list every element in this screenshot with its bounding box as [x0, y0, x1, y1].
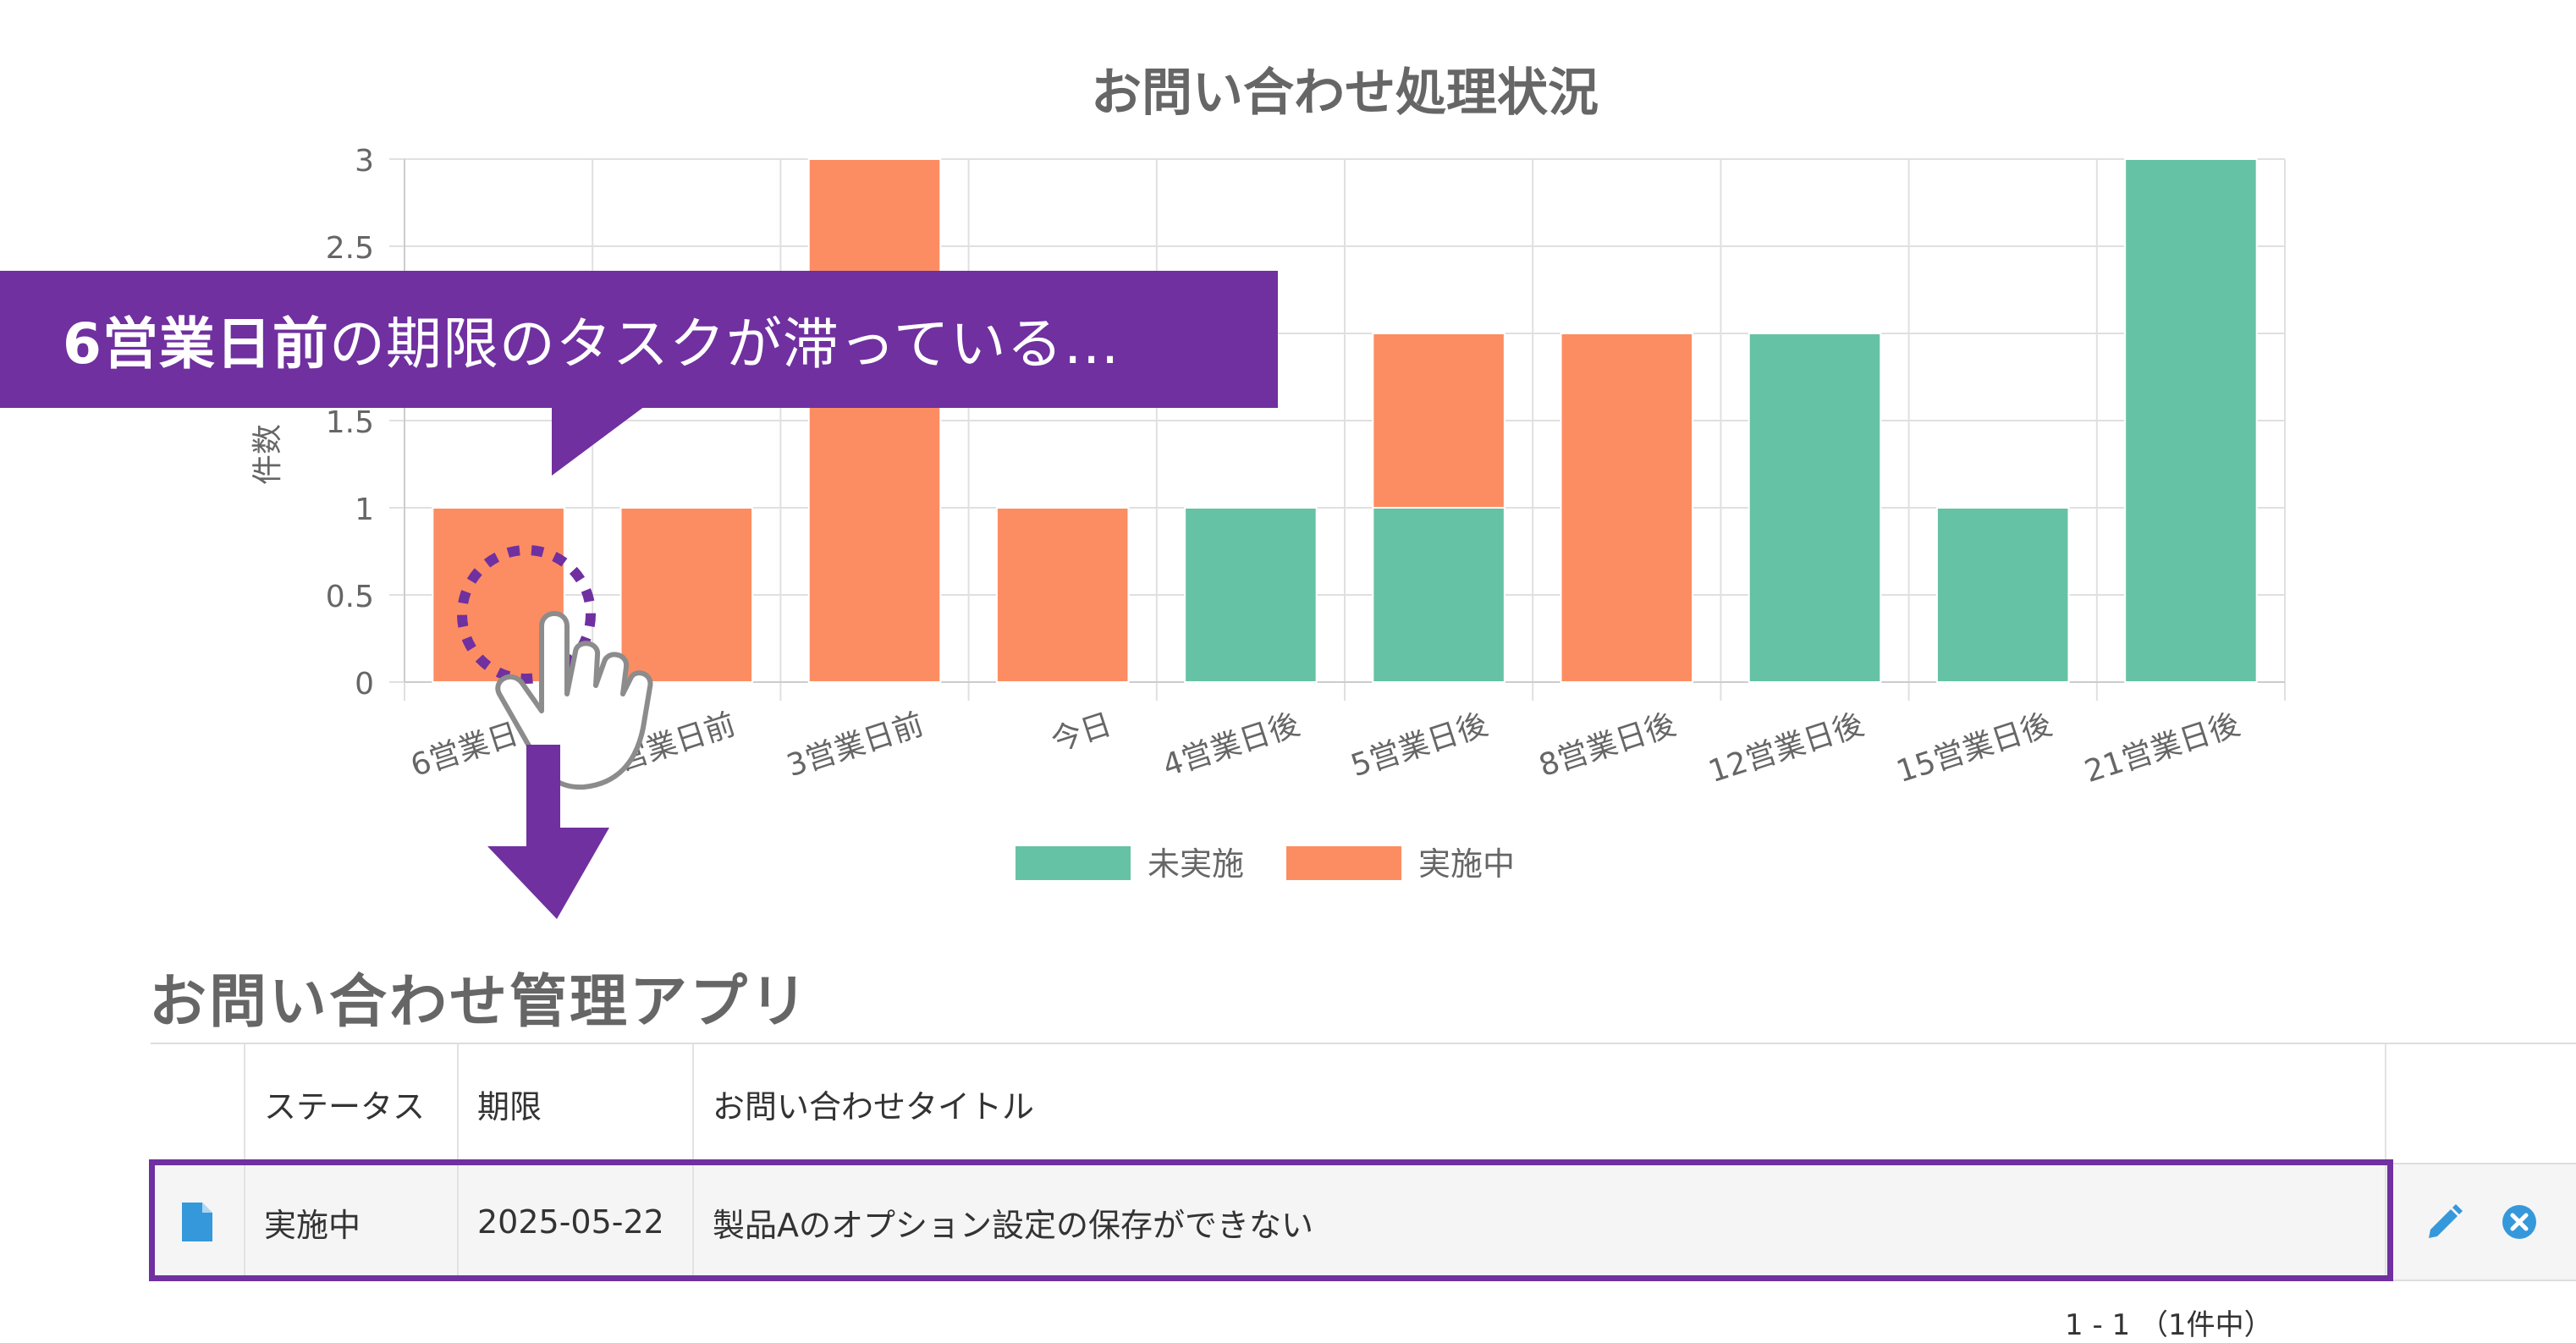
callout-highlight: 6営業日前: [63, 311, 329, 377]
x-tick-label: 21営業日後: [2080, 707, 2243, 790]
y-tick-label: 0.5: [326, 580, 374, 614]
header-icon-col: [151, 1044, 245, 1163]
x-tick-label: 4営業日前: [595, 707, 740, 784]
legend-swatch: [1286, 846, 1401, 880]
bar: [995, 507, 1130, 683]
y-tick-label: 1.5: [326, 405, 374, 440]
row-deadline: 2025-05-22: [459, 1164, 694, 1280]
x-tick-label: 6営業日前: [406, 707, 551, 784]
document-icon[interactable]: [182, 1203, 212, 1241]
row-status: 実施中: [245, 1164, 459, 1280]
bar: [1935, 507, 2070, 683]
header-status[interactable]: ステータス: [245, 1044, 459, 1163]
bar: [2124, 158, 2258, 683]
legend-label: 未実施: [1148, 845, 1244, 883]
pagination-info: 1 - 1 （1件中）: [2065, 1308, 2273, 1342]
row-actions: [2386, 1164, 2576, 1280]
y-axis-label: 件数: [250, 424, 285, 485]
legend-swatch: [1016, 846, 1131, 880]
bar: [619, 507, 754, 683]
header-deadline[interactable]: 期限: [459, 1044, 694, 1163]
y-tick-label: 2.5: [326, 231, 374, 266]
callout-banner: 6営業日前 の期限のタスクが滞っている…: [0, 271, 1278, 408]
bar: [1560, 333, 1694, 683]
x-tick-label: 8営業日後: [1535, 707, 1680, 784]
callout-text: の期限のタスクが滞っている…: [328, 311, 1120, 377]
x-tick-label: 4営業日後: [1159, 707, 1303, 784]
table-row[interactable]: 実施中 2025-05-22 製品Aのオプション設定の保存ができない: [151, 1164, 2576, 1281]
x-tick-label: 5営業日後: [1346, 707, 1491, 784]
row-detail-cell[interactable]: [151, 1164, 245, 1280]
chart-title: お問い合わせ処理状況: [1091, 63, 1599, 123]
pencil-icon[interactable]: [2425, 1203, 2464, 1241]
bar: [1184, 507, 1318, 683]
x-tick-label: 今日: [1047, 707, 1115, 759]
header-actions-col: [2386, 1044, 2576, 1163]
y-tick-label: 1: [355, 493, 374, 527]
bar: [432, 507, 565, 683]
table-header-row: ステータス 期限 お問い合わせタイトル: [151, 1043, 2576, 1164]
x-tick-label: 12営業日後: [1704, 707, 1868, 790]
callout-tail: [552, 406, 645, 476]
bar: [1372, 507, 1505, 683]
bar: [1748, 333, 1882, 683]
app-title: お問い合わせ管理アプリ: [149, 969, 811, 1036]
stacked-bar-chart: お問い合わせ処理状況00.511.522.53件数6営業日前4営業日前3営業日前…: [250, 63, 2286, 883]
x-tick-label: 3営業日前: [783, 707, 927, 784]
y-tick-label: 3: [355, 144, 374, 179]
bar: [807, 158, 942, 683]
bar: [1372, 333, 1505, 509]
legend-label: 実施中: [1418, 845, 1515, 883]
delete-icon[interactable]: [2501, 1203, 2538, 1241]
inquiry-table: ステータス 期限 お問い合わせタイトル 実施中 2025-05-22 製品Aのオ…: [151, 1043, 2576, 1281]
x-tick-label: 15営業日後: [1892, 707, 2056, 790]
y-tick-label: 0: [355, 667, 374, 702]
header-title[interactable]: お問い合わせタイトル: [694, 1044, 2386, 1163]
row-title: 製品Aのオプション設定の保存ができない: [694, 1164, 2386, 1280]
